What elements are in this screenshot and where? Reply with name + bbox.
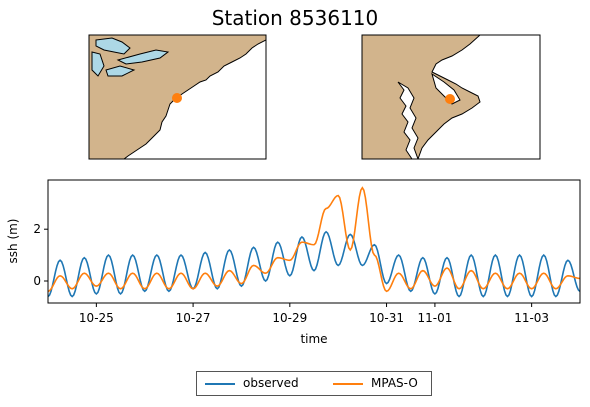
legend-label-mpas-o: MPAS-O [371, 376, 418, 390]
plot-frame [47, 179, 581, 304]
local-map-frame [361, 34, 541, 160]
x-tick-label: 10-25 [79, 311, 114, 325]
y-axis-label: ssh (m) [6, 219, 20, 264]
legend-label-observed: observed [243, 376, 299, 390]
regional-map [88, 34, 267, 160]
y-tick-label: 2 [33, 222, 41, 236]
x-tick-label: 10-27 [176, 311, 211, 325]
legend-swatch-mpas-o [333, 383, 363, 385]
ssh-time-series-chart: 10-25 10-27 10-29 10-31 11-01 11-03 0 2 time s… [6, 179, 581, 346]
y-tick-label: 0 [33, 274, 41, 288]
local-map [361, 34, 541, 160]
x-tick-label: 11-01 [417, 311, 452, 325]
regional-map-station-marker [172, 93, 182, 103]
regional-map-frame [88, 34, 267, 160]
x-tick-label: 10-29 [272, 311, 307, 325]
x-tick-label: 10-31 [369, 311, 404, 325]
regional-map-great-lakes [91, 37, 170, 77]
local-map-land [361, 34, 482, 160]
series-line-mpas-o [48, 186, 580, 293]
x-axis-label: time [300, 332, 327, 346]
legend-swatch-observed [205, 383, 235, 385]
figure-title: Station 8536110 [211, 6, 379, 30]
legend: observed MPAS-O [196, 371, 432, 396]
x-tick-label: 11-03 [514, 311, 549, 325]
series-line-observed [48, 230, 580, 298]
local-map-station-marker [445, 94, 455, 104]
